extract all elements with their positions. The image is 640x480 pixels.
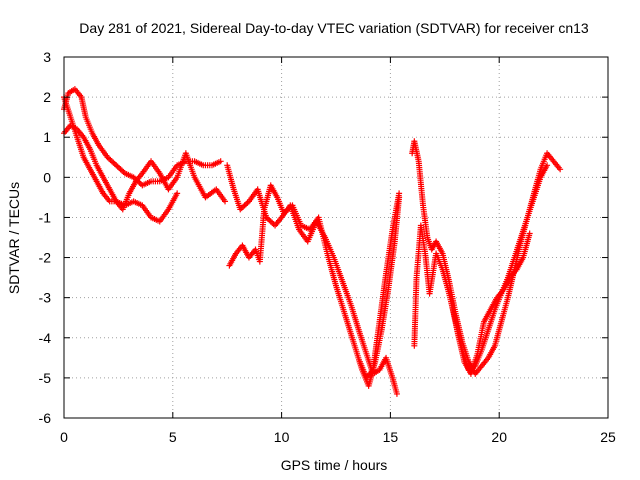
y-tick-label: -5 bbox=[39, 370, 52, 386]
y-axis-label: SDTVAR / TECUs bbox=[6, 182, 22, 294]
data-point bbox=[544, 162, 551, 169]
y-tick-label: 1 bbox=[43, 129, 51, 145]
y-tick-label: 2 bbox=[43, 89, 51, 105]
y-tick-label: -6 bbox=[39, 410, 52, 426]
satellite-track-6 bbox=[356, 190, 403, 381]
x-tick-label: 20 bbox=[491, 429, 507, 445]
ticks-layer bbox=[63, 56, 609, 419]
x-tick-labels: 0 5 10 15 20 25 bbox=[60, 429, 616, 445]
x-tick-label: 5 bbox=[169, 429, 177, 445]
y-tick-label: -2 bbox=[39, 250, 52, 266]
y-tick-label: 0 bbox=[43, 169, 51, 185]
data-points-layer bbox=[61, 86, 564, 397]
x-axis-label: GPS time / hours bbox=[281, 457, 388, 473]
y-tick-labels: -6 -5 -4 -3 -2 -1 0 1 2 3 bbox=[39, 49, 52, 426]
data-point bbox=[174, 190, 181, 197]
y-tick-label: -1 bbox=[39, 209, 52, 225]
data-point bbox=[526, 230, 533, 237]
data-point bbox=[393, 390, 400, 397]
data-point bbox=[222, 198, 229, 205]
plot-frame bbox=[63, 56, 609, 419]
x-tick-label: 25 bbox=[600, 429, 616, 445]
x-tick-label: 10 bbox=[274, 429, 290, 445]
satellite-track-2 bbox=[61, 122, 229, 213]
y-tick-label: 3 bbox=[43, 49, 51, 65]
satellite-track-3 bbox=[61, 94, 181, 225]
y-tick-label: -4 bbox=[39, 330, 52, 346]
data-point bbox=[217, 158, 224, 165]
x-tick-label: 0 bbox=[60, 429, 68, 445]
x-tick-label: 15 bbox=[383, 429, 399, 445]
satellite-track-9 bbox=[448, 230, 533, 377]
chart-title: Day 281 of 2021, Sidereal Day-to-day VTE… bbox=[79, 20, 589, 36]
y-tick-label: -3 bbox=[39, 290, 52, 306]
data-point bbox=[557, 166, 564, 173]
data-point bbox=[396, 190, 403, 197]
